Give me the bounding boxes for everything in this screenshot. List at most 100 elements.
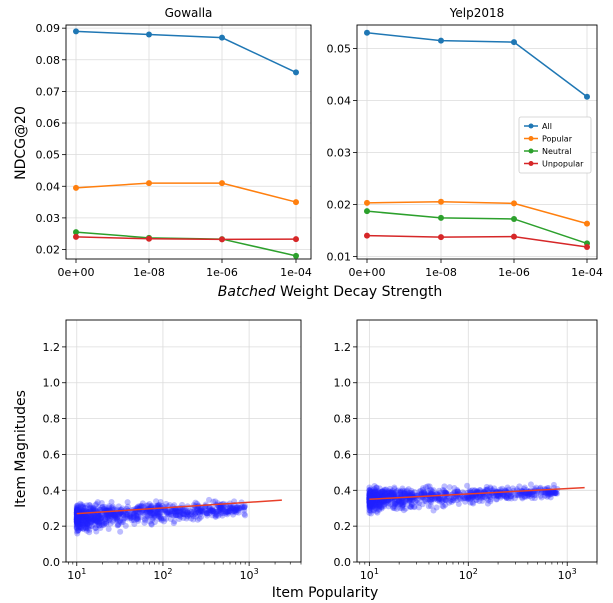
scatter-point <box>459 495 466 502</box>
scatter-point <box>366 502 373 509</box>
scatter-point <box>465 495 472 502</box>
scatter-point <box>102 512 109 519</box>
scatter-point <box>367 492 374 499</box>
scatter-point <box>191 506 198 513</box>
scatter-point <box>420 486 427 493</box>
scatter-point <box>122 511 129 518</box>
scatter-point <box>379 499 386 506</box>
scatter-point <box>75 513 82 520</box>
scatter-point <box>79 522 86 529</box>
scatter-point <box>381 503 388 510</box>
scatter-point <box>80 520 87 527</box>
scatter-point <box>165 509 172 516</box>
scatter-point <box>136 503 143 510</box>
scatter-point <box>388 490 395 497</box>
scatter-point <box>434 497 441 504</box>
scatter-point <box>220 504 227 511</box>
x-tick-base: 10 <box>240 569 254 582</box>
scatter-point <box>399 485 406 492</box>
scatter-point <box>156 510 163 517</box>
scatter-point <box>197 506 204 513</box>
scatter-point <box>85 525 92 532</box>
y-tick-label: 0.0 <box>334 556 352 569</box>
scatter-point <box>485 497 492 504</box>
scatter-point <box>83 522 90 529</box>
scatter-point <box>366 498 373 505</box>
scatter-point <box>473 491 480 498</box>
scatter-point <box>73 520 80 527</box>
scatter-point <box>163 500 170 507</box>
scatter-point <box>368 507 375 514</box>
scatter-point <box>201 509 208 516</box>
scatter-point <box>439 502 446 509</box>
scatter-point <box>548 489 555 496</box>
scatter-point <box>172 511 179 518</box>
scatter-point <box>106 516 113 523</box>
scatter-point <box>126 513 133 520</box>
scatter-point <box>412 498 419 505</box>
scatter-point <box>488 496 495 503</box>
scatter-point <box>224 508 231 515</box>
scatter-point <box>89 517 96 524</box>
scatter-point <box>124 513 131 520</box>
scatter-point <box>448 498 455 505</box>
scatter-point <box>381 501 388 508</box>
scatter-point <box>399 502 406 509</box>
scatter-point <box>366 492 373 499</box>
scatter-point <box>78 516 85 523</box>
scatter-point <box>219 512 226 519</box>
scatter-point <box>97 524 104 531</box>
scatter-point <box>391 505 398 512</box>
x-tick-label: 1e-06 <box>498 266 530 279</box>
x-tick-exponent: 3 <box>254 567 259 576</box>
scatter-point <box>441 487 448 494</box>
scatter-point <box>80 525 87 532</box>
x-tick-exponent: 2 <box>473 567 478 576</box>
scatter-point <box>368 499 375 506</box>
scatter-point <box>74 521 81 528</box>
scatter-point <box>366 505 373 512</box>
scatter-point <box>84 520 91 527</box>
scatter-point <box>138 502 145 509</box>
scatter-point <box>233 506 240 513</box>
scatter-point <box>404 487 411 494</box>
scatter-point <box>130 517 137 524</box>
scatter-points <box>73 496 249 537</box>
scatter-point <box>183 515 190 522</box>
scatter-point <box>397 490 404 497</box>
scatter-point <box>146 500 153 507</box>
scatter-point <box>73 506 80 513</box>
data-point-neutral <box>364 208 370 215</box>
scatter-point <box>473 496 480 503</box>
scatter-point <box>548 491 555 498</box>
scatter-point <box>130 509 137 516</box>
scatter-point <box>376 490 383 497</box>
scatter-point <box>441 483 448 490</box>
scatter-point <box>141 519 148 526</box>
scatter-point <box>179 511 186 518</box>
scatter-point <box>223 508 230 515</box>
scatter-point <box>133 512 140 519</box>
scatter-point <box>210 508 217 515</box>
scatter-point <box>394 500 401 507</box>
scatter-point <box>223 509 230 516</box>
scatter-point <box>477 493 484 500</box>
scatter-point <box>391 503 398 510</box>
scatter-point <box>233 504 240 511</box>
y-tick-label: 0.04 <box>36 180 61 193</box>
scatter-point <box>519 491 526 498</box>
scatter-point <box>390 489 397 496</box>
scatter-point <box>73 515 80 522</box>
scatter-point <box>373 508 380 515</box>
scatter-point <box>369 492 376 499</box>
scatter-point <box>87 504 94 511</box>
scatter-point <box>98 518 105 525</box>
scatter-point <box>374 499 381 506</box>
scatter-point <box>119 511 126 518</box>
scatter-point <box>391 485 398 492</box>
scatter-point <box>94 514 101 521</box>
scatter-point <box>84 516 91 523</box>
scatter-point <box>407 503 414 510</box>
scatter-point <box>230 508 237 515</box>
scatter-point <box>390 503 397 510</box>
